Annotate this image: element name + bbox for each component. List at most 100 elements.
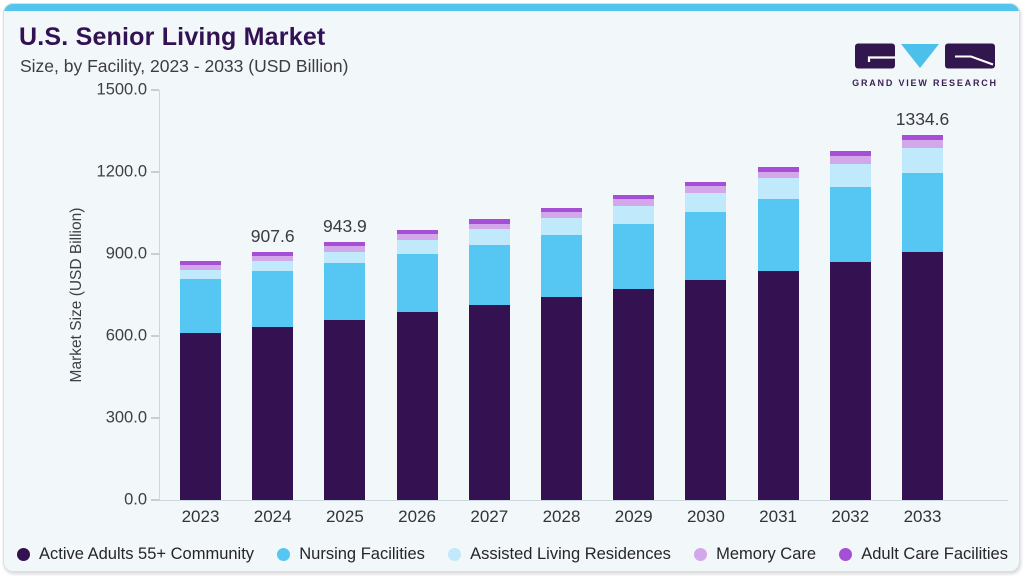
segment	[324, 251, 366, 264]
x-tick-label: 2033	[903, 507, 942, 526]
chart-card: U.S. Senior Living Market Size, by Facil…	[3, 3, 1020, 572]
segment	[613, 289, 655, 500]
segment	[541, 297, 582, 500]
y-tick-label: 0.0	[124, 490, 147, 509]
legend-label: Nursing Facilities	[299, 545, 425, 563]
segment	[757, 171, 799, 178]
segment	[829, 262, 871, 500]
segment	[613, 195, 655, 200]
segment	[180, 333, 221, 500]
segment	[396, 312, 438, 500]
segment	[613, 205, 655, 224]
bar-2033	[902, 135, 943, 500]
segment	[757, 271, 799, 500]
x-tick-label: 2027	[470, 507, 509, 526]
plot-area: Market Size (USD Billion) 0.0 300.0 600.0 9…	[68, 81, 1008, 526]
legend-item: Nursing Facilities	[277, 545, 425, 564]
bar-2026	[396, 230, 438, 500]
bar-2031	[757, 166, 799, 500]
segment	[685, 280, 727, 500]
segment	[252, 271, 294, 327]
segment	[613, 223, 655, 289]
y-tick-label: 300.0	[105, 408, 147, 427]
segment	[324, 245, 366, 252]
segment	[829, 187, 871, 263]
segment	[685, 186, 727, 193]
bar-2024	[252, 251, 294, 500]
legend-label: Active Adults 55+ Community	[39, 545, 255, 563]
segment	[180, 269, 221, 280]
segment	[685, 181, 727, 187]
card-accent-bar	[4, 4, 1019, 11]
page-subtitle: Size, by Facility, 2023 - 2033 (USD Bill…	[20, 56, 349, 76]
x-tick-label: 2026	[398, 507, 437, 526]
segment	[468, 304, 510, 500]
segment	[757, 199, 799, 272]
segment	[902, 140, 943, 148]
segment	[468, 223, 510, 230]
y-tick-mark	[151, 89, 159, 91]
legend-dot-icon	[277, 548, 291, 561]
legend-dot-icon	[694, 548, 708, 561]
segment	[541, 208, 582, 213]
x-tick-label: 2032	[831, 507, 870, 526]
segment	[252, 261, 294, 272]
segment	[757, 177, 799, 200]
legend-label: Adult Care Facilities	[861, 545, 1008, 563]
legend-label: Assisted Living Residences	[470, 545, 671, 563]
segment	[613, 199, 655, 206]
segment	[468, 229, 510, 245]
segment	[324, 319, 366, 500]
segment	[396, 239, 438, 255]
y-tick-label: 900.0	[105, 244, 147, 263]
segment	[541, 217, 582, 235]
x-tick-label: 2031	[759, 507, 798, 526]
legend-item: Active Adults 55+ Community	[17, 545, 254, 564]
bar-value-label: 1334.6	[895, 109, 950, 130]
x-tick-label: 2028	[542, 507, 581, 526]
legend-label: Memory Care	[716, 545, 817, 563]
legend-item: Memory Care	[694, 545, 816, 564]
segment	[252, 326, 294, 500]
segment	[902, 251, 943, 500]
segment	[180, 264, 221, 270]
chart-header: U.S. Senior Living Market Size, by Facil…	[4, 23, 1019, 95]
y-axis-title: Market Size (USD Billion)	[68, 207, 85, 383]
x-tick-label: 2029	[614, 507, 653, 526]
segment	[829, 156, 871, 164]
segment	[324, 263, 366, 320]
segment	[252, 251, 294, 256]
y-tick-mark	[151, 171, 159, 173]
segment	[468, 244, 510, 305]
segment	[829, 163, 871, 188]
bar-2030	[685, 181, 727, 500]
segment	[396, 230, 438, 235]
segment	[180, 260, 221, 265]
segment	[902, 172, 943, 252]
segment	[396, 254, 438, 313]
segment	[468, 219, 510, 224]
bar-2032	[829, 151, 871, 500]
x-tick-label: 2023	[181, 507, 220, 526]
x-tick-label: 2030	[686, 507, 725, 526]
legend-dot-icon	[448, 548, 462, 561]
legend-item: Adult Care Facilities	[839, 545, 1008, 564]
bar-2029	[613, 195, 655, 500]
legend-item: Assisted Living Residences	[448, 545, 671, 564]
y-tick-mark	[151, 417, 159, 419]
segment	[685, 212, 727, 281]
page-title: U.S. Senior Living Market	[19, 23, 326, 51]
y-tick-mark	[151, 335, 159, 337]
legend-dot-icon	[839, 548, 853, 561]
segment	[541, 212, 582, 218]
bar-value-label: 943.9	[322, 216, 367, 236]
y-tick-mark	[151, 499, 159, 501]
bar-value-label: 907.6	[250, 225, 295, 246]
segment	[902, 147, 943, 173]
gvr-logo: GRAND VIEW RESEARCH	[851, 43, 999, 88]
legend-dot-icon	[17, 548, 30, 561]
bar-2027	[468, 219, 510, 500]
gvr-logo-text: GRAND VIEW RESEARCH	[852, 78, 998, 88]
x-tick-label: 2025	[325, 507, 364, 526]
segment	[180, 279, 221, 334]
